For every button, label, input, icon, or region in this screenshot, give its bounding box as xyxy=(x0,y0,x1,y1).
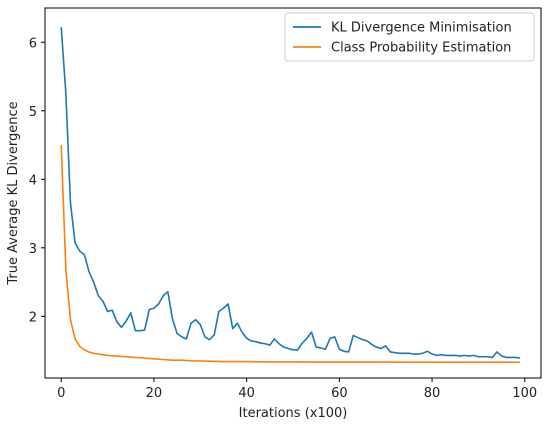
legend-box xyxy=(284,12,535,62)
legend: KL Divergence Minimisation Class Probabil… xyxy=(284,12,535,62)
series-line-1 xyxy=(60,27,521,359)
y-tick-label: 3 xyxy=(29,242,37,257)
x-tick-label: 60 xyxy=(331,386,348,401)
legend-label: Class Probability Estimation xyxy=(331,41,511,56)
x-tick-label: 0 xyxy=(57,386,65,401)
plot-lines xyxy=(60,27,521,364)
y-tick-label: 6 xyxy=(29,36,37,51)
y-tick-label: 2 xyxy=(29,310,37,325)
legend-label: KL Divergence Minimisation xyxy=(331,21,512,36)
x-tick-label: 80 xyxy=(424,386,441,401)
y-tick-label: 4 xyxy=(29,173,37,188)
y-tick-label: 5 xyxy=(29,105,37,120)
series-line-2 xyxy=(60,145,521,364)
plot-frame xyxy=(44,7,542,379)
x-tick-label: 40 xyxy=(238,386,255,401)
x-tick-label: 20 xyxy=(146,386,163,401)
y-axis-ticks: 2 3 4 5 6 xyxy=(29,36,45,325)
x-axis-ticks: 0 20 40 60 80 100 xyxy=(57,378,537,401)
y-axis-label: True Average KL Divergence xyxy=(6,101,21,285)
x-tick-label: 100 xyxy=(512,386,537,401)
x-axis-label: Iterations (x100) xyxy=(239,406,348,421)
